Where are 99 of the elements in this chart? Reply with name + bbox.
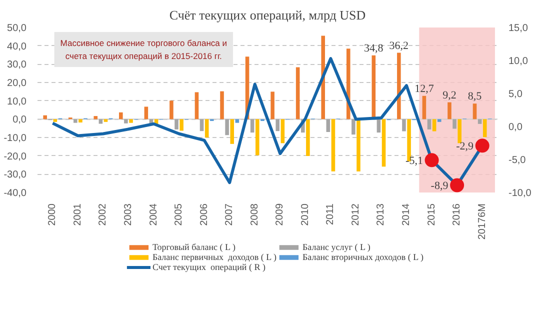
legend-label: Баланс вторичных доходов ( L ) xyxy=(302,252,424,262)
bar xyxy=(296,67,300,120)
bar xyxy=(427,119,432,130)
bar xyxy=(200,119,204,132)
bar xyxy=(174,119,178,130)
x-tick-label: 2000 xyxy=(47,203,58,226)
bar xyxy=(382,119,386,167)
x-tick-label: 2010 xyxy=(300,203,311,226)
bar xyxy=(376,119,381,133)
x-tick-label: 2007 xyxy=(224,203,236,226)
data-label: -2,9 xyxy=(456,140,474,153)
legend-label: Баланс первичных доходов ( L ) xyxy=(152,252,276,262)
data-label: 8,5 xyxy=(468,90,482,103)
bar xyxy=(280,119,285,144)
x-tick-label: 2006 xyxy=(198,203,210,226)
bar xyxy=(326,119,330,132)
bar xyxy=(437,119,442,122)
y-tick-label: -40,0 xyxy=(4,188,27,199)
bar xyxy=(180,119,184,131)
bar xyxy=(482,119,487,138)
y-tick-label: 10,0 xyxy=(7,96,27,108)
x-tick-label: 2002 xyxy=(98,203,109,226)
bar xyxy=(43,115,47,120)
bar xyxy=(397,52,401,120)
y2-tick-label: 0,0 xyxy=(508,122,523,133)
legend-label: Баланс услуг ( L ) xyxy=(302,242,370,252)
bar xyxy=(255,119,260,156)
y-tick-label: -30,0 xyxy=(4,170,27,181)
bar xyxy=(458,119,462,144)
bar xyxy=(250,119,254,133)
bar xyxy=(432,119,436,132)
bar xyxy=(225,119,229,136)
bar xyxy=(170,100,174,120)
bar xyxy=(235,119,240,123)
bar xyxy=(472,104,477,120)
bar xyxy=(204,119,209,138)
y2-tick-label: 10,0 xyxy=(508,56,528,67)
point xyxy=(450,178,464,192)
bar xyxy=(276,119,280,132)
bar xyxy=(321,36,325,120)
y-tick-label: 0,0 xyxy=(12,114,27,126)
bar xyxy=(124,119,128,124)
bar xyxy=(448,102,452,120)
x-tick-label: 2014 xyxy=(401,203,412,226)
data-label: 36,2 xyxy=(389,40,409,52)
bar xyxy=(352,119,356,135)
x-tick-label: 2016 xyxy=(452,203,463,226)
chart-title: Счёт текущих операций, млрд USD xyxy=(169,8,366,22)
y-tick-label: 40,0 xyxy=(7,41,27,52)
y-tick-label: -10,0 xyxy=(4,133,27,144)
bar xyxy=(356,119,360,172)
x-tick-label: 20176M xyxy=(476,203,488,240)
bar xyxy=(119,112,123,120)
y-tick-label: 30,0 xyxy=(7,60,27,71)
data-label: -8,9 xyxy=(430,180,449,192)
bar xyxy=(331,119,336,172)
legend-label: Торговый баланс ( L ) xyxy=(152,242,236,252)
bar xyxy=(270,92,274,120)
y-tick-label: 50,0 xyxy=(7,23,27,34)
bar xyxy=(104,119,108,122)
x-tick-label: 2005 xyxy=(174,203,185,226)
bar xyxy=(306,119,310,156)
y2-tick-label: 5,0 xyxy=(508,89,523,100)
bar xyxy=(478,119,482,124)
x-tick-label: 2012 xyxy=(350,203,362,226)
x-tick-label: 2001 xyxy=(72,203,84,226)
data-label: 9,2 xyxy=(442,89,456,102)
bar xyxy=(452,119,456,129)
bar xyxy=(129,119,133,123)
bar xyxy=(194,92,199,120)
bar xyxy=(78,119,82,122)
y-tick-label: 20,0 xyxy=(7,78,27,89)
x-tick-label: 2013 xyxy=(376,203,387,226)
y2-tick-label: -5,0 xyxy=(508,155,526,166)
x-tick-label: 2004 xyxy=(148,203,160,226)
bar xyxy=(98,119,103,124)
data-label: -5,1 xyxy=(406,155,423,168)
bar xyxy=(144,106,148,120)
y2-tick-label: 15,0 xyxy=(508,23,528,34)
y-tick-label: -20,0 xyxy=(4,151,27,162)
bar xyxy=(402,119,406,132)
point xyxy=(424,153,439,168)
point xyxy=(475,138,490,153)
x-tick-label: 2015 xyxy=(426,203,438,226)
legend-label: Счет текущих операций ( R ) xyxy=(152,262,266,272)
x-tick-label: 2003 xyxy=(122,203,134,226)
bar xyxy=(94,116,98,120)
annotation: Массивное снижение торгового баланса и счета текущих операций в 2015-2016 гг. xyxy=(60,38,228,61)
y2-tick-label: -10,0 xyxy=(508,188,532,199)
bar xyxy=(220,91,224,120)
data-label: 34,8 xyxy=(364,42,384,54)
bar xyxy=(230,119,234,144)
bar xyxy=(74,119,78,123)
x-tick-label: 2008 xyxy=(249,203,260,226)
data-label: 12,7 xyxy=(414,82,434,95)
bar xyxy=(53,119,58,122)
x-tick-label: 2011 xyxy=(325,203,336,226)
bar xyxy=(422,96,426,120)
x-tick-label: 2009 xyxy=(274,203,286,226)
